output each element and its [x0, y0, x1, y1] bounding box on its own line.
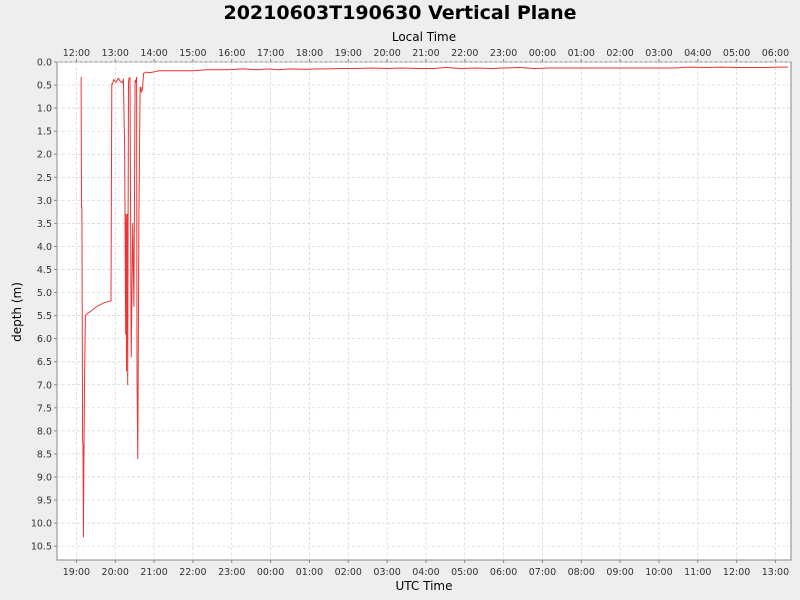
x-tick-label-utc: 11:00 — [684, 567, 711, 578]
y-tick-label: 1.0 — [37, 104, 52, 115]
x-tick-label-utc: 20:00 — [102, 567, 129, 578]
x-tick-label-utc: 19:00 — [63, 567, 90, 578]
y-tick-label: 8.0 — [37, 426, 52, 437]
y-tick-label: 8.5 — [37, 449, 52, 460]
y-tick-label: 7.0 — [37, 380, 52, 391]
y-tick-label: 4.0 — [37, 242, 52, 253]
x-tick-label-utc: 10:00 — [645, 567, 672, 578]
x-tick-label-local: 14:00 — [140, 48, 167, 59]
grid — [57, 61, 791, 560]
y-tick-label: 0.5 — [37, 81, 52, 92]
x-tick-label-local: 17:00 — [257, 48, 284, 59]
y-tick-label: 9.5 — [37, 496, 52, 507]
y-tick-label: 2.0 — [37, 150, 52, 161]
x-tick-label-local: 22:00 — [451, 48, 478, 59]
x-tick-label-utc: 03:00 — [373, 567, 400, 578]
x-tick-label-utc: 04:00 — [412, 567, 439, 578]
depth-series-line — [80, 66, 788, 538]
y-tick-label: 10.0 — [31, 519, 52, 530]
x-tick-label-utc: 05:00 — [451, 567, 478, 578]
x-tick-label-local: 23:00 — [490, 48, 517, 59]
x-tick-label-local: 21:00 — [412, 48, 439, 59]
x-tick-label-local: 03:00 — [645, 48, 672, 59]
bottom-axis-title: UTC Time — [396, 579, 453, 593]
x-tick-label-utc: 22:00 — [179, 567, 206, 578]
y-tick-label: 4.5 — [37, 265, 52, 276]
y-tick-label: 6.5 — [37, 357, 52, 368]
y-tick-label: 2.5 — [37, 173, 52, 184]
y-tick-label: 9.0 — [37, 473, 52, 484]
y-tick-label: 5.5 — [37, 311, 52, 322]
plot-area — [56, 61, 792, 561]
x-tick-label-utc: 09:00 — [606, 567, 633, 578]
x-tick-label-local: 01:00 — [568, 48, 595, 59]
top-axis-title: Local Time — [392, 30, 456, 44]
x-tick-label-utc: 23:00 — [218, 567, 245, 578]
y-tick-label: 0.0 — [37, 58, 52, 69]
y-axis-title: depth (m) — [10, 282, 24, 342]
x-tick-label-local: 00:00 — [529, 48, 556, 59]
x-tick-label-utc: 07:00 — [529, 567, 556, 578]
x-tick-label-local: 04:00 — [684, 48, 711, 59]
y-tick-label: 10.5 — [31, 542, 52, 553]
x-tick-label-local: 13:00 — [102, 48, 129, 59]
y-tick-label: 3.5 — [37, 219, 52, 230]
x-tick-label-local: 16:00 — [218, 48, 245, 59]
series-group — [80, 66, 788, 538]
y-tick-label: 3.0 — [37, 196, 52, 207]
x-tick-label-utc: 02:00 — [335, 567, 362, 578]
x-tick-label-utc: 08:00 — [568, 567, 595, 578]
x-tick-label-local: 18:00 — [296, 48, 323, 59]
x-tick-label-utc: 01:00 — [296, 567, 323, 578]
axis-ticks: 19:00 12:00 20:00 13:00 21:00 14:00 22:00 15:00… — [31, 48, 789, 578]
x-tick-label-utc: 06:00 — [490, 567, 517, 578]
y-tick-label: 1.5 — [37, 127, 52, 138]
x-tick-label-utc: 12:00 — [723, 567, 750, 578]
x-tick-label-local: 20:00 — [373, 48, 400, 59]
y-tick-label: 6.0 — [37, 334, 52, 345]
x-tick-label-utc: 21:00 — [140, 567, 167, 578]
chart-title: 20210603T190630 Vertical Plane — [223, 2, 576, 24]
y-tick-label: 7.5 — [37, 403, 52, 414]
y-tick-label: 5.0 — [37, 288, 52, 299]
x-tick-label-local: 05:00 — [723, 48, 750, 59]
x-tick-label-utc: 13:00 — [762, 567, 789, 578]
x-tick-label-local: 12:00 — [63, 48, 90, 59]
x-tick-label-local: 06:00 — [762, 48, 789, 59]
x-tick-label-local: 15:00 — [179, 48, 206, 59]
x-tick-label-local: 19:00 — [335, 48, 362, 59]
x-tick-label-utc: 00:00 — [257, 567, 284, 578]
x-tick-label-local: 02:00 — [606, 48, 633, 59]
